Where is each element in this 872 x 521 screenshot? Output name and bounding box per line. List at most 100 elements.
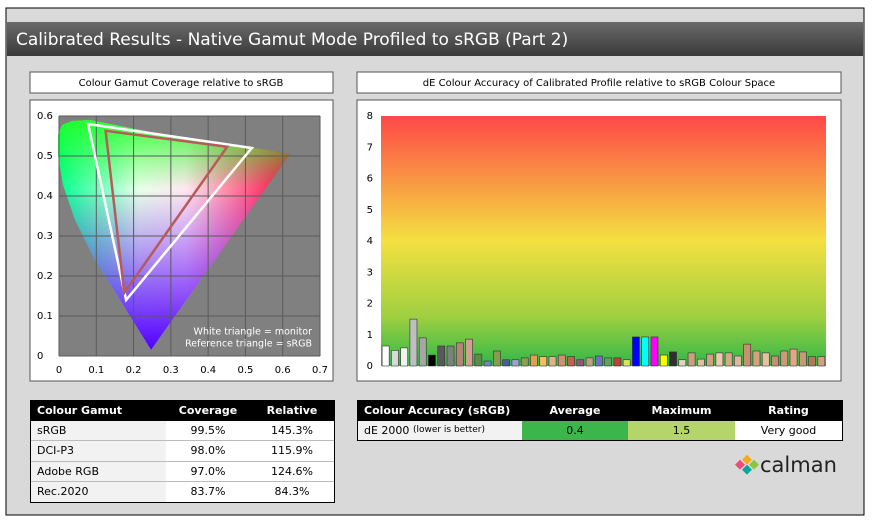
header-cell: Colour Gamut <box>37 404 123 418</box>
bar <box>502 359 510 367</box>
cell: Very good <box>760 423 817 437</box>
y-tick-label: 0 <box>37 351 43 362</box>
bar <box>418 337 427 367</box>
table-row: DCI-P3 98.0% 115.9% <box>31 440 334 461</box>
bar <box>724 352 733 367</box>
gamut-triangle <box>86 122 255 303</box>
y-tick-label: 2 <box>367 299 373 310</box>
x-tick-label: 0.4 <box>200 365 216 376</box>
bar <box>613 357 622 367</box>
cell: 115.9% <box>271 444 313 457</box>
bar <box>780 350 789 367</box>
bar <box>548 356 557 367</box>
bar <box>669 351 677 367</box>
header-cell: Relative <box>266 404 318 418</box>
y-tick-label: 0 <box>367 361 373 372</box>
chart-header <box>29 71 334 94</box>
bar <box>715 352 724 367</box>
bar <box>808 356 816 367</box>
bar <box>641 336 650 367</box>
cell: 124.6% <box>271 464 313 478</box>
cell: Adobe RGB <box>31 461 166 481</box>
table-row: Adobe RGB 97.0% 124.6% <box>31 460 334 481</box>
bar <box>455 342 464 367</box>
chart-title: Colour Gamut Coverage relative to sRGB <box>79 78 284 89</box>
cell: 145.3% <box>271 423 313 437</box>
chart-header <box>356 71 842 94</box>
cell: sRGB <box>31 420 166 440</box>
gamut-triangle <box>104 129 230 297</box>
gamut-table: Colour Gamut Coverage Relative sRGB 99.5%… <box>30 400 335 503</box>
y-tick-label: 8 <box>367 111 373 122</box>
bar <box>706 353 714 367</box>
y-tick-label: 5 <box>367 205 373 216</box>
bar <box>659 354 668 367</box>
bar <box>585 357 594 367</box>
bar <box>595 355 603 367</box>
cell: Rec.2020 <box>31 482 166 502</box>
gamut-chart: 0 0.1 0.2 0.3 0.4 0.5 0.6 0 0.1 0.2 0.3 0.4 0.5 0.6 0.… <box>37 111 328 376</box>
x-tick-label: 0.6 <box>275 365 291 376</box>
bar <box>798 351 807 367</box>
header-cell: Coverage <box>178 404 238 418</box>
bar <box>743 343 752 367</box>
bar <box>483 360 492 367</box>
cell: dE 2000 (lower is better) <box>358 420 522 440</box>
bar <box>761 352 770 367</box>
legend-label: Reference triangle = sRGB <box>185 339 312 350</box>
x-tick-label: 0.1 <box>88 365 104 376</box>
bar <box>437 345 446 367</box>
bar <box>734 355 742 367</box>
bar <box>539 356 548 367</box>
y-tick-label: 0.4 <box>37 191 53 202</box>
header-cell: Maximum <box>651 404 712 418</box>
table-row: Rec.2020 83.7% 84.3% <box>31 481 334 502</box>
chart-title: dE Colour Accuracy of Calibrated Profile… <box>423 78 775 89</box>
bar <box>576 359 585 367</box>
page-title: Calibrated Results - Native Gamut Mode P… <box>16 30 568 50</box>
plot-area <box>381 116 826 366</box>
logo: calman <box>760 453 837 477</box>
y-tick-label: 0.5 <box>37 151 53 162</box>
x-tick-label: 0.3 <box>163 365 179 376</box>
cell: 0.4 <box>522 420 628 440</box>
bar <box>511 359 520 367</box>
bar <box>557 354 566 367</box>
y-tick-label: 0.2 <box>37 271 53 282</box>
y-tick-label: 0.6 <box>37 111 53 122</box>
legend-label: White triangle = monitor <box>194 327 313 338</box>
table-header: Colour Gamut Coverage Relative <box>31 401 334 421</box>
bar <box>817 356 826 367</box>
bar <box>678 359 687 367</box>
bar <box>771 355 779 367</box>
cell: 99.5% <box>190 423 226 437</box>
bar <box>381 345 390 367</box>
bar <box>391 350 399 367</box>
bar <box>697 358 705 367</box>
spectral-locus <box>58 120 290 350</box>
x-tick-label: 0.5 <box>237 365 253 376</box>
accuracy-table: Colour Accuracy (sRGB) Average Maximum R… <box>357 400 843 441</box>
bar <box>465 338 473 367</box>
bar <box>687 352 696 367</box>
y-tick-label: 1 <box>367 330 373 341</box>
bar <box>622 359 631 367</box>
table-row: sRGB 99.5% 145.3% <box>31 420 334 440</box>
de-chart: 0 1 2 3 4 5 6 7 8 <box>367 111 826 372</box>
bar <box>604 357 612 367</box>
cell: 83.7% <box>190 485 226 498</box>
header-cell: Colour Accuracy (sRGB) <box>364 404 511 418</box>
bar <box>650 336 659 367</box>
cell: 98.0% <box>190 444 226 457</box>
cell: DCI-P3 <box>31 441 166 461</box>
bar <box>789 348 798 367</box>
bar <box>632 336 640 367</box>
y-tick-label: 6 <box>367 174 373 185</box>
bar <box>446 345 455 367</box>
cell: 1.5 <box>628 420 735 440</box>
logo-icon <box>735 454 759 475</box>
bar <box>409 318 418 367</box>
x-tick-label: 0 <box>56 365 62 376</box>
bar <box>493 350 501 367</box>
